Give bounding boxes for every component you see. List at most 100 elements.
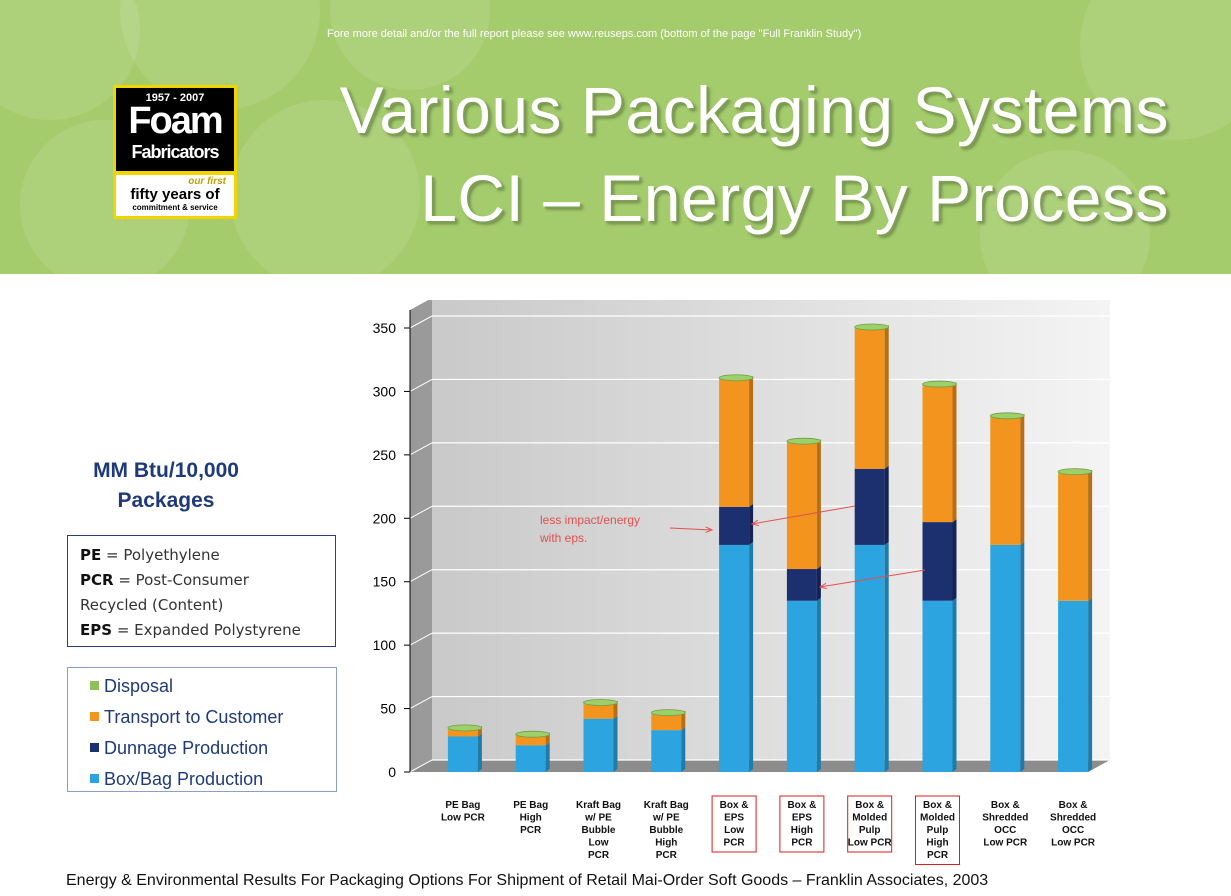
x-tick-label: Bubble bbox=[649, 825, 683, 836]
bar-segment-side bbox=[681, 711, 686, 731]
bar-segment bbox=[786, 600, 817, 772]
bar-segment bbox=[990, 418, 1021, 545]
bar-cap bbox=[650, 709, 686, 717]
bar-segment-side bbox=[749, 503, 754, 545]
bar-segment-side bbox=[952, 597, 957, 772]
bar-segment bbox=[447, 736, 478, 772]
x-tick-label: Pulp bbox=[859, 825, 881, 836]
x-tick-label: EPS bbox=[792, 813, 812, 824]
legend-swatch-transport bbox=[90, 712, 99, 721]
bar-cap bbox=[1057, 468, 1093, 476]
y-tick-label: 250 bbox=[373, 447, 397, 463]
header-banner: Fore more detail and/or the full report … bbox=[0, 0, 1231, 274]
category-highlight-box bbox=[779, 795, 825, 853]
bar-cap bbox=[786, 437, 822, 445]
x-tick-label: Kraft Bag bbox=[576, 800, 621, 811]
category-highlight-box bbox=[711, 795, 757, 853]
bar-cap bbox=[922, 380, 957, 388]
units-line1: MM Btu/10,000 bbox=[93, 459, 239, 482]
bar-segment-side bbox=[477, 733, 482, 772]
y-tick-label: 350 bbox=[373, 320, 397, 336]
bar-segment-side bbox=[681, 727, 686, 772]
x-tick-label: Molded bbox=[852, 813, 887, 824]
bar-cap bbox=[989, 412, 1025, 420]
bar-segment-side bbox=[816, 597, 821, 772]
bar-segment-side bbox=[816, 566, 821, 601]
gridline-side bbox=[409, 505, 433, 519]
legend-item-box-bag: Box/Bag Production bbox=[90, 767, 336, 798]
x-tick-label: PE Bag bbox=[513, 800, 548, 811]
bar-segment-side bbox=[1020, 415, 1025, 545]
report-note: Fore more detail and/or the full report … bbox=[327, 28, 862, 40]
gridline-side bbox=[409, 696, 433, 710]
bar-segment-side bbox=[952, 383, 957, 523]
x-tick-label: Low bbox=[589, 838, 609, 849]
y-tick-label: 100 bbox=[373, 637, 397, 653]
bar-segment bbox=[719, 506, 750, 545]
logo-years: 1957 - 2007 bbox=[145, 92, 205, 104]
x-tick-label: Low PCR bbox=[441, 813, 486, 824]
gridline-side bbox=[409, 632, 433, 646]
x-tick-label: Low PCR bbox=[983, 838, 1028, 849]
bar-segment bbox=[515, 736, 546, 746]
bar-cap bbox=[854, 323, 890, 331]
bar-segment-side bbox=[884, 541, 889, 772]
x-tick-label: Box & bbox=[1059, 800, 1088, 811]
logo-foam: Foam bbox=[128, 100, 223, 142]
x-tick-label: PCR bbox=[520, 825, 542, 836]
x-tick-label: Box & bbox=[855, 800, 884, 811]
x-tick-label: Kraft Bag bbox=[644, 800, 689, 811]
bar-segment bbox=[447, 730, 478, 737]
x-tick-label: Bubble bbox=[582, 825, 616, 836]
legend-swatch-dunnage bbox=[90, 743, 99, 752]
legend-swatch-disposal bbox=[90, 681, 99, 690]
arrow-to-eps-high-from-pulp-low bbox=[751, 505, 856, 525]
y-tick-label: 300 bbox=[373, 383, 397, 399]
stacked-bar-chart: 0 50 100 150 200 250 300 350 PE Bag Low PCR PE Bag… bbox=[373, 300, 1110, 865]
x-tick-label: PE Bag bbox=[445, 800, 480, 811]
category-highlight-box bbox=[847, 795, 893, 853]
bar-segment-side bbox=[545, 742, 550, 772]
x-tick-label: Box & bbox=[923, 800, 952, 811]
logo-fifty-years: fifty years of bbox=[130, 186, 220, 203]
bar-segment-side bbox=[1020, 541, 1025, 772]
bar-segment-side bbox=[613, 701, 618, 719]
arrow-to-eps-high-from-pulp-low-head bbox=[750, 519, 759, 527]
x-tick-label: Box & bbox=[991, 800, 1020, 811]
y-tick-label: 200 bbox=[373, 510, 397, 526]
definition-pe: PE = Polyethylene bbox=[80, 546, 220, 564]
arrow-to-eps-high-from-pulp-high bbox=[819, 569, 926, 588]
bar-segment bbox=[990, 544, 1021, 772]
bar-cap bbox=[447, 724, 483, 732]
slide-title-line1: Various Packaging Systems bbox=[339, 73, 1169, 147]
legend-item-transport: Transport to Customer bbox=[90, 705, 336, 736]
definition-pcr: PCR = Post-Consumer bbox=[80, 571, 249, 589]
bar-segment bbox=[922, 522, 953, 601]
gridline-side bbox=[409, 569, 433, 583]
x-tick-label: PCR bbox=[588, 850, 610, 861]
x-tick-label: Shredded bbox=[982, 813, 1028, 824]
bar-segment bbox=[854, 544, 885, 772]
units-line2: Packages bbox=[117, 489, 215, 512]
x-tick-label: Box & bbox=[787, 800, 816, 811]
category-highlight-box bbox=[915, 795, 960, 865]
bar-segment bbox=[651, 714, 682, 731]
bar-segment bbox=[719, 380, 750, 507]
y-tick-label: 50 bbox=[380, 701, 396, 717]
bar-cap bbox=[583, 699, 618, 706]
x-tick-label: EPS bbox=[724, 813, 744, 824]
x-tick-label: Box & bbox=[720, 800, 749, 811]
arrow-to-eps-high-from-pulp-high-head bbox=[818, 582, 827, 590]
source-footnote: Energy & Environmental Results For Packa… bbox=[66, 872, 989, 889]
x-tick-label: OCC bbox=[994, 825, 1016, 836]
units-label: MM Btu/10,000 Packages bbox=[66, 456, 266, 516]
bar-segment-side bbox=[952, 519, 957, 601]
bar-segment bbox=[719, 544, 750, 772]
x-tick-label: PCR bbox=[724, 838, 746, 849]
chart-legend: Disposal Transport to Customer Dunnage P… bbox=[67, 667, 337, 792]
bar-segment-side bbox=[749, 541, 754, 772]
bar-segment bbox=[1058, 600, 1089, 772]
y-tick-label: 150 bbox=[373, 574, 397, 590]
legend-item-dunnage: Dunnage Production bbox=[90, 736, 336, 767]
bar-segment-side bbox=[749, 377, 754, 507]
